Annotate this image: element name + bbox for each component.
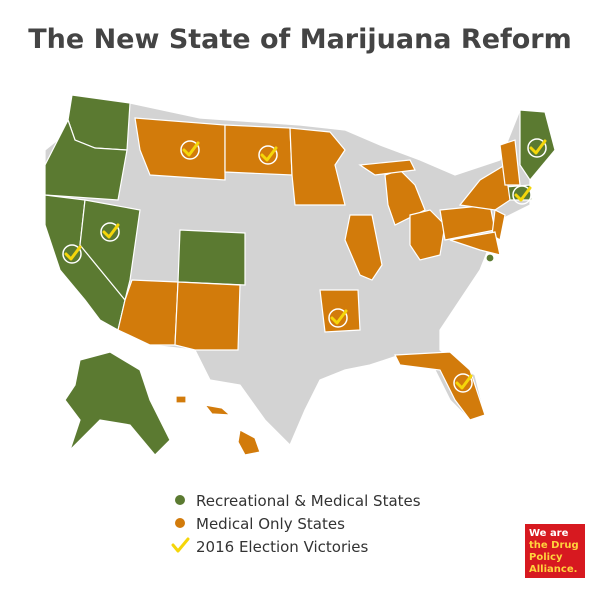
check-mark: [514, 186, 532, 202]
check-ring: [512, 185, 532, 205]
hawaii: [237, 429, 261, 456]
arkansas: [319, 289, 361, 333]
new-mexico: [174, 281, 241, 351]
dc: [485, 253, 495, 263]
check-mark: [529, 139, 547, 155]
us-map: [44, 94, 556, 456]
colorado: [177, 229, 246, 286]
vermont-nh: [499, 139, 521, 186]
title: The New State of Marijuana Reform: [28, 24, 572, 55]
ohio: [409, 209, 446, 261]
logo-text: Alliance.: [529, 564, 577, 575]
check-mark: [102, 223, 120, 239]
check-mark: [330, 309, 348, 325]
logo-text: the Drug: [529, 540, 579, 551]
check-ring: [328, 308, 348, 328]
check-ring: [453, 373, 473, 393]
logo-text: We are: [529, 528, 569, 539]
check-ring: [100, 222, 120, 242]
florida: [394, 351, 486, 421]
michigan-up: [358, 159, 416, 176]
legend-marker: [175, 495, 185, 505]
check-mark: [455, 374, 473, 390]
logo-text: Policy: [529, 552, 563, 563]
check-mark: [64, 245, 82, 261]
logo-box: [525, 524, 585, 578]
oregon: [44, 118, 128, 201]
check-mark: [182, 141, 200, 157]
legend-label: Recreational & Medical States: [196, 492, 421, 510]
check-ring: [62, 244, 82, 264]
check-mark: [260, 146, 278, 162]
hawaii-islands: [203, 404, 232, 416]
nevada: [79, 199, 141, 302]
check-ring: [527, 138, 547, 158]
legend-label: Medical Only States: [196, 515, 345, 533]
legend-marker: [175, 518, 185, 528]
legend-label: 2016 Election Victories: [196, 538, 369, 556]
maryland-delaware: [449, 231, 501, 256]
medical-states: [117, 117, 521, 456]
victory-checks: [62, 138, 547, 393]
maine: [519, 109, 556, 182]
alaska: [64, 351, 171, 456]
montana: [134, 117, 226, 181]
legend-marker: [171, 537, 190, 553]
check-ring: [258, 145, 278, 165]
minnesota: [289, 127, 346, 206]
legend: Recreational & Medical States Medical On…: [171, 492, 421, 556]
check-ring: [180, 140, 200, 160]
recreational-states: [44, 94, 556, 456]
logo: We are the Drug Policy Alliance.: [525, 524, 585, 578]
hawaii-kauai: [175, 395, 187, 404]
illinois: [344, 214, 383, 281]
north-dakota: [224, 124, 293, 176]
